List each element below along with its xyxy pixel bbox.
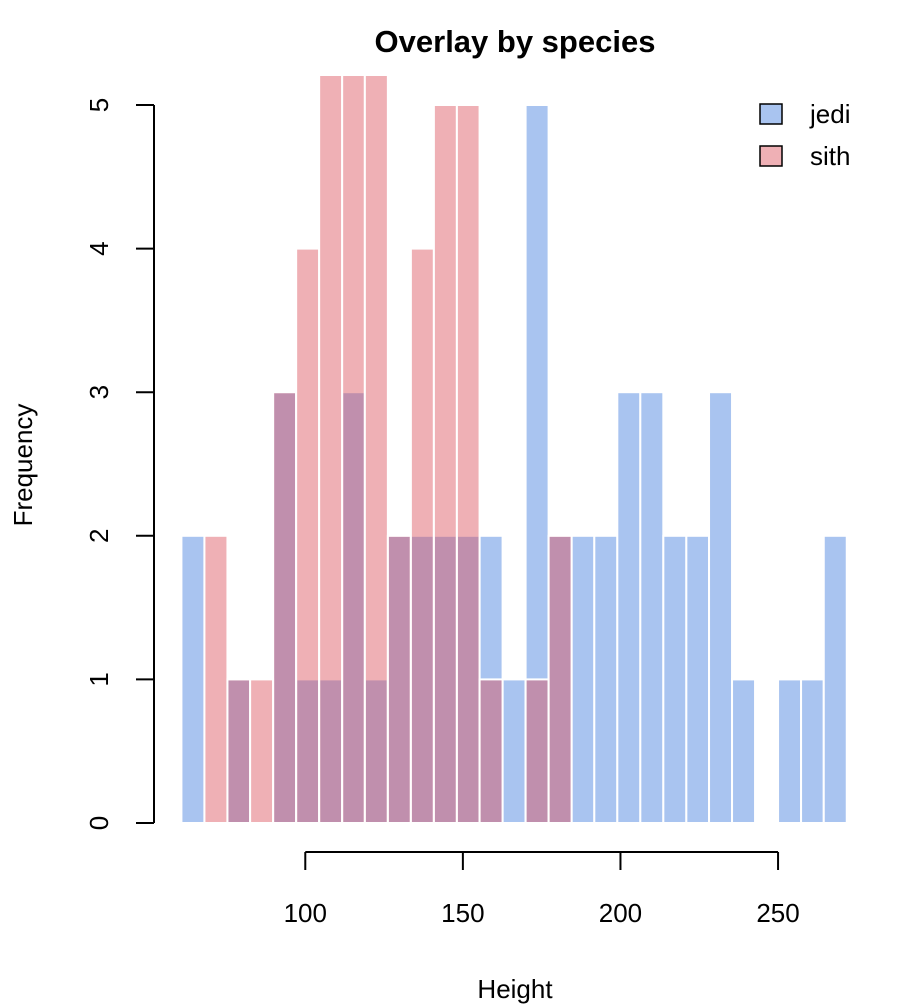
legend-label: sith (810, 141, 850, 171)
bar (478, 678, 504, 825)
y-tick-label: 1 (84, 672, 114, 686)
bar (363, 76, 389, 824)
y-tick-label: 4 (84, 241, 114, 255)
bar (662, 534, 688, 824)
y-axis-label: Frequency (8, 404, 38, 527)
legend-swatch (759, 103, 783, 125)
bar (570, 534, 596, 824)
bar (547, 534, 573, 824)
bar (685, 534, 711, 824)
x-tick-label: 100 (284, 898, 327, 928)
y-tick-label: 3 (84, 385, 114, 399)
bar (203, 534, 229, 824)
x-tick-label: 150 (441, 898, 484, 928)
bar (180, 534, 206, 824)
bar (226, 678, 252, 825)
y-tick-label: 5 (84, 98, 114, 112)
bar (432, 104, 458, 824)
bar (272, 391, 298, 824)
bar (593, 534, 619, 824)
plot-area (180, 76, 848, 825)
bar (731, 678, 757, 825)
bar (455, 104, 481, 824)
chart-title: Overlay by species (375, 24, 656, 59)
legend-swatch (759, 145, 783, 167)
bar (708, 391, 734, 824)
bar (386, 534, 412, 824)
legend-label: jedi (809, 99, 850, 129)
bar (341, 76, 366, 824)
x-tick-label: 200 (599, 898, 642, 928)
x-axis-label: Height (477, 974, 553, 1004)
bar (501, 678, 527, 825)
bar (249, 678, 275, 825)
bar (616, 391, 642, 824)
bar (639, 391, 665, 824)
bar (524, 678, 550, 825)
y-tick-label: 2 (84, 529, 114, 543)
bar (409, 247, 435, 825)
bar (822, 534, 848, 824)
bar (295, 247, 321, 825)
bar (777, 678, 803, 825)
y-tick-label: 0 (84, 816, 114, 830)
bar (318, 76, 344, 824)
x-tick-label: 250 (756, 898, 799, 928)
bar (800, 678, 825, 825)
